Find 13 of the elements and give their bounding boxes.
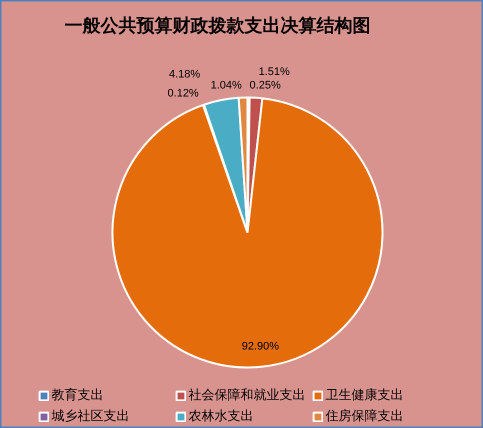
data-label: 0.25%	[250, 80, 281, 92]
chart-title: 一般公共预算财政拨款支出决算结构图	[64, 16, 370, 36]
legend-label: 教育支出	[52, 386, 104, 404]
legend-label: 卫生健康支出	[326, 387, 404, 404]
data-label: 0.12%	[168, 88, 199, 100]
data-label: 1.51%	[258, 66, 290, 78]
data-label: 1.04%	[210, 80, 242, 92]
legend-label: 社会保障和就业支出	[188, 387, 306, 404]
data-label: 4.18%	[168, 68, 200, 81]
legend-label: 住房保障支出	[326, 408, 404, 425]
legend-label: 城乡社区支出	[52, 408, 130, 425]
data-label: 92.90%	[242, 340, 280, 353]
legend-label: 农林水支出	[188, 408, 254, 425]
